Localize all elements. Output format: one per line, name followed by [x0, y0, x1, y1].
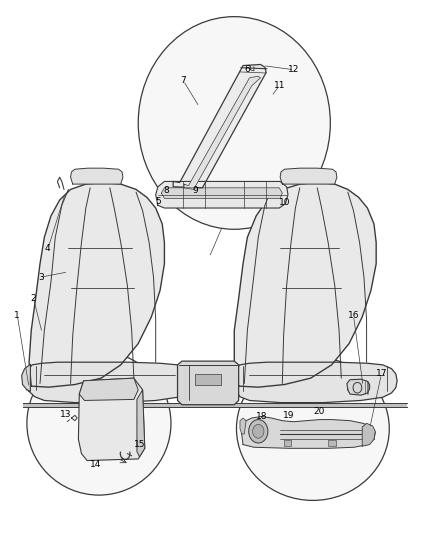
Ellipse shape	[237, 357, 389, 500]
Polygon shape	[155, 181, 288, 208]
Polygon shape	[280, 168, 337, 184]
Bar	[328, 440, 336, 446]
Circle shape	[253, 424, 264, 438]
Text: 19: 19	[283, 411, 295, 420]
Polygon shape	[27, 362, 192, 402]
Text: 3: 3	[38, 273, 44, 281]
Text: 15: 15	[134, 440, 145, 449]
Polygon shape	[21, 365, 30, 391]
Polygon shape	[78, 378, 145, 461]
Polygon shape	[184, 76, 261, 189]
Polygon shape	[234, 362, 397, 402]
Polygon shape	[240, 418, 246, 434]
Text: 16: 16	[348, 311, 359, 320]
Text: 18: 18	[256, 412, 268, 421]
Text: 4: 4	[45, 245, 51, 254]
Text: 13: 13	[60, 410, 72, 419]
Polygon shape	[362, 423, 375, 446]
Text: 17: 17	[376, 369, 387, 378]
Text: 11: 11	[273, 81, 285, 90]
Polygon shape	[234, 182, 376, 387]
Ellipse shape	[27, 352, 171, 495]
Polygon shape	[161, 188, 283, 198]
Polygon shape	[22, 402, 407, 407]
Text: 9: 9	[192, 186, 198, 195]
Text: 20: 20	[314, 407, 325, 416]
Ellipse shape	[138, 17, 330, 229]
Polygon shape	[29, 182, 164, 387]
Polygon shape	[173, 64, 266, 188]
Polygon shape	[177, 361, 239, 405]
Polygon shape	[347, 379, 370, 395]
Polygon shape	[137, 390, 145, 457]
Text: 8: 8	[164, 186, 170, 195]
Text: 14: 14	[90, 460, 102, 469]
Text: 6: 6	[244, 66, 250, 74]
Text: 10: 10	[279, 198, 290, 207]
Text: 2: 2	[31, 294, 36, 303]
Text: 7: 7	[180, 76, 186, 85]
Polygon shape	[79, 378, 138, 400]
Text: 1: 1	[14, 311, 20, 320]
Polygon shape	[71, 168, 123, 184]
Circle shape	[249, 419, 268, 443]
Polygon shape	[242, 416, 375, 448]
Text: 12: 12	[288, 66, 300, 74]
Bar	[195, 374, 221, 384]
Bar	[284, 440, 291, 446]
Text: 5: 5	[155, 197, 161, 206]
